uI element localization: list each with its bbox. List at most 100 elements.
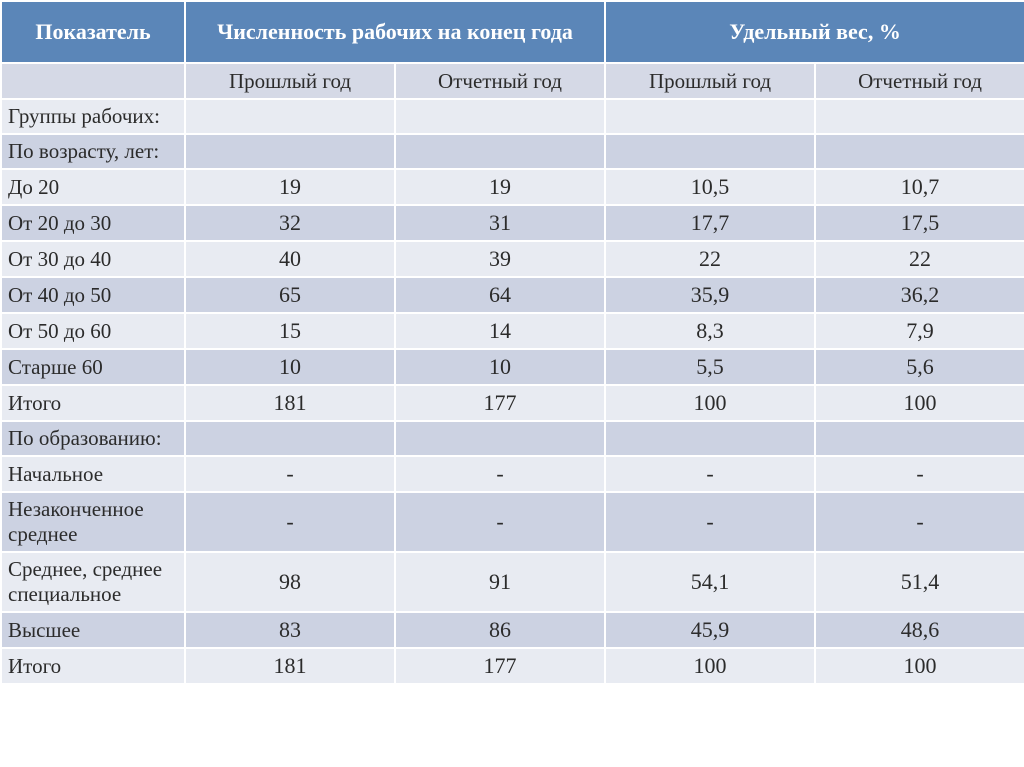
- header-indicator: Показатель: [1, 1, 185, 63]
- row-label: Итого: [1, 385, 185, 421]
- table-row: Итого181177100100: [1, 648, 1024, 684]
- table-header: Показатель Численность рабочих на конец …: [1, 1, 1024, 99]
- row-value: 10: [185, 349, 395, 385]
- row-label: Высшее: [1, 612, 185, 648]
- row-value: [605, 421, 815, 456]
- row-value: 19: [395, 169, 605, 205]
- row-label: От 30 до 40: [1, 241, 185, 277]
- subhead-prev-share: Прошлый год: [605, 63, 815, 99]
- subhead-curr-count: Отчетный год: [395, 63, 605, 99]
- row-value: 65: [185, 277, 395, 313]
- row-value: 177: [395, 385, 605, 421]
- table-row: От 40 до 50656435,936,2: [1, 277, 1024, 313]
- row-value: 64: [395, 277, 605, 313]
- row-label: Незаконченное среднее: [1, 492, 185, 552]
- row-value: 35,9: [605, 277, 815, 313]
- table-row: Среднее, среднее специальное989154,151,4: [1, 552, 1024, 612]
- row-value: [815, 421, 1024, 456]
- row-value: -: [395, 456, 605, 492]
- row-value: 83: [185, 612, 395, 648]
- table-row: До 20191910,510,7: [1, 169, 1024, 205]
- row-value: 17,7: [605, 205, 815, 241]
- table-row: Итого181177100100: [1, 385, 1024, 421]
- row-value: 15: [185, 313, 395, 349]
- row-value: 100: [605, 385, 815, 421]
- table-row: По образованию:: [1, 421, 1024, 456]
- table-row: Начальное----: [1, 456, 1024, 492]
- row-value: 51,4: [815, 552, 1024, 612]
- table-row: Группы рабочих:: [1, 99, 1024, 134]
- row-value: [395, 134, 605, 169]
- row-value: 5,6: [815, 349, 1024, 385]
- table-row: Высшее838645,948,6: [1, 612, 1024, 648]
- row-value: -: [815, 456, 1024, 492]
- row-value: [605, 134, 815, 169]
- row-value: 5,5: [605, 349, 815, 385]
- row-label: Среднее, среднее специальное: [1, 552, 185, 612]
- row-value: 32: [185, 205, 395, 241]
- row-value: [815, 134, 1024, 169]
- row-label: Группы рабочих:: [1, 99, 185, 134]
- row-value: [395, 99, 605, 134]
- row-value: 22: [605, 241, 815, 277]
- table-row: Старше 6010105,55,6: [1, 349, 1024, 385]
- table-row: От 30 до 4040392222: [1, 241, 1024, 277]
- row-value: 100: [815, 385, 1024, 421]
- row-value: 10: [395, 349, 605, 385]
- row-value: 19: [185, 169, 395, 205]
- table-row: По возрасту, лет:: [1, 134, 1024, 169]
- row-value: 39: [395, 241, 605, 277]
- row-value: 31: [395, 205, 605, 241]
- row-value: [185, 99, 395, 134]
- row-value: [185, 421, 395, 456]
- header-share-group: Удельный вес, %: [605, 1, 1024, 63]
- subhead-blank: [1, 63, 185, 99]
- row-value: -: [395, 492, 605, 552]
- row-value: 10,7: [815, 169, 1024, 205]
- row-value: 10,5: [605, 169, 815, 205]
- row-label: Итого: [1, 648, 185, 684]
- row-value: -: [815, 492, 1024, 552]
- table-row: От 50 до 6015148,37,9: [1, 313, 1024, 349]
- row-value: [185, 134, 395, 169]
- table-row: Незаконченное среднее----: [1, 492, 1024, 552]
- row-value: 17,5: [815, 205, 1024, 241]
- row-label: По образованию:: [1, 421, 185, 456]
- row-value: 100: [815, 648, 1024, 684]
- row-value: -: [605, 492, 815, 552]
- row-value: 48,6: [815, 612, 1024, 648]
- row-label: Старше 60: [1, 349, 185, 385]
- row-label: До 20: [1, 169, 185, 205]
- row-value: 91: [395, 552, 605, 612]
- table-row: От 20 до 30323117,717,5: [1, 205, 1024, 241]
- row-value: 22: [815, 241, 1024, 277]
- subhead-curr-share: Отчетный год: [815, 63, 1024, 99]
- row-label: От 50 до 60: [1, 313, 185, 349]
- row-value: 40: [185, 241, 395, 277]
- row-value: 181: [185, 648, 395, 684]
- row-value: 54,1: [605, 552, 815, 612]
- row-label: Начальное: [1, 456, 185, 492]
- row-value: [815, 99, 1024, 134]
- row-label: По возрасту, лет:: [1, 134, 185, 169]
- workers-table: Показатель Численность рабочих на конец …: [0, 0, 1024, 685]
- row-value: 45,9: [605, 612, 815, 648]
- row-label: От 40 до 50: [1, 277, 185, 313]
- row-value: 181: [185, 385, 395, 421]
- row-value: 36,2: [815, 277, 1024, 313]
- subhead-prev-count: Прошлый год: [185, 63, 395, 99]
- row-value: -: [185, 456, 395, 492]
- row-label: От 20 до 30: [1, 205, 185, 241]
- table-body: Группы рабочих:По возрасту, лет:До 20191…: [1, 99, 1024, 684]
- row-value: 7,9: [815, 313, 1024, 349]
- row-value: 100: [605, 648, 815, 684]
- row-value: 8,3: [605, 313, 815, 349]
- row-value: [395, 421, 605, 456]
- row-value: 86: [395, 612, 605, 648]
- row-value: -: [605, 456, 815, 492]
- row-value: [605, 99, 815, 134]
- row-value: 14: [395, 313, 605, 349]
- row-value: 98: [185, 552, 395, 612]
- row-value: 177: [395, 648, 605, 684]
- row-value: -: [185, 492, 395, 552]
